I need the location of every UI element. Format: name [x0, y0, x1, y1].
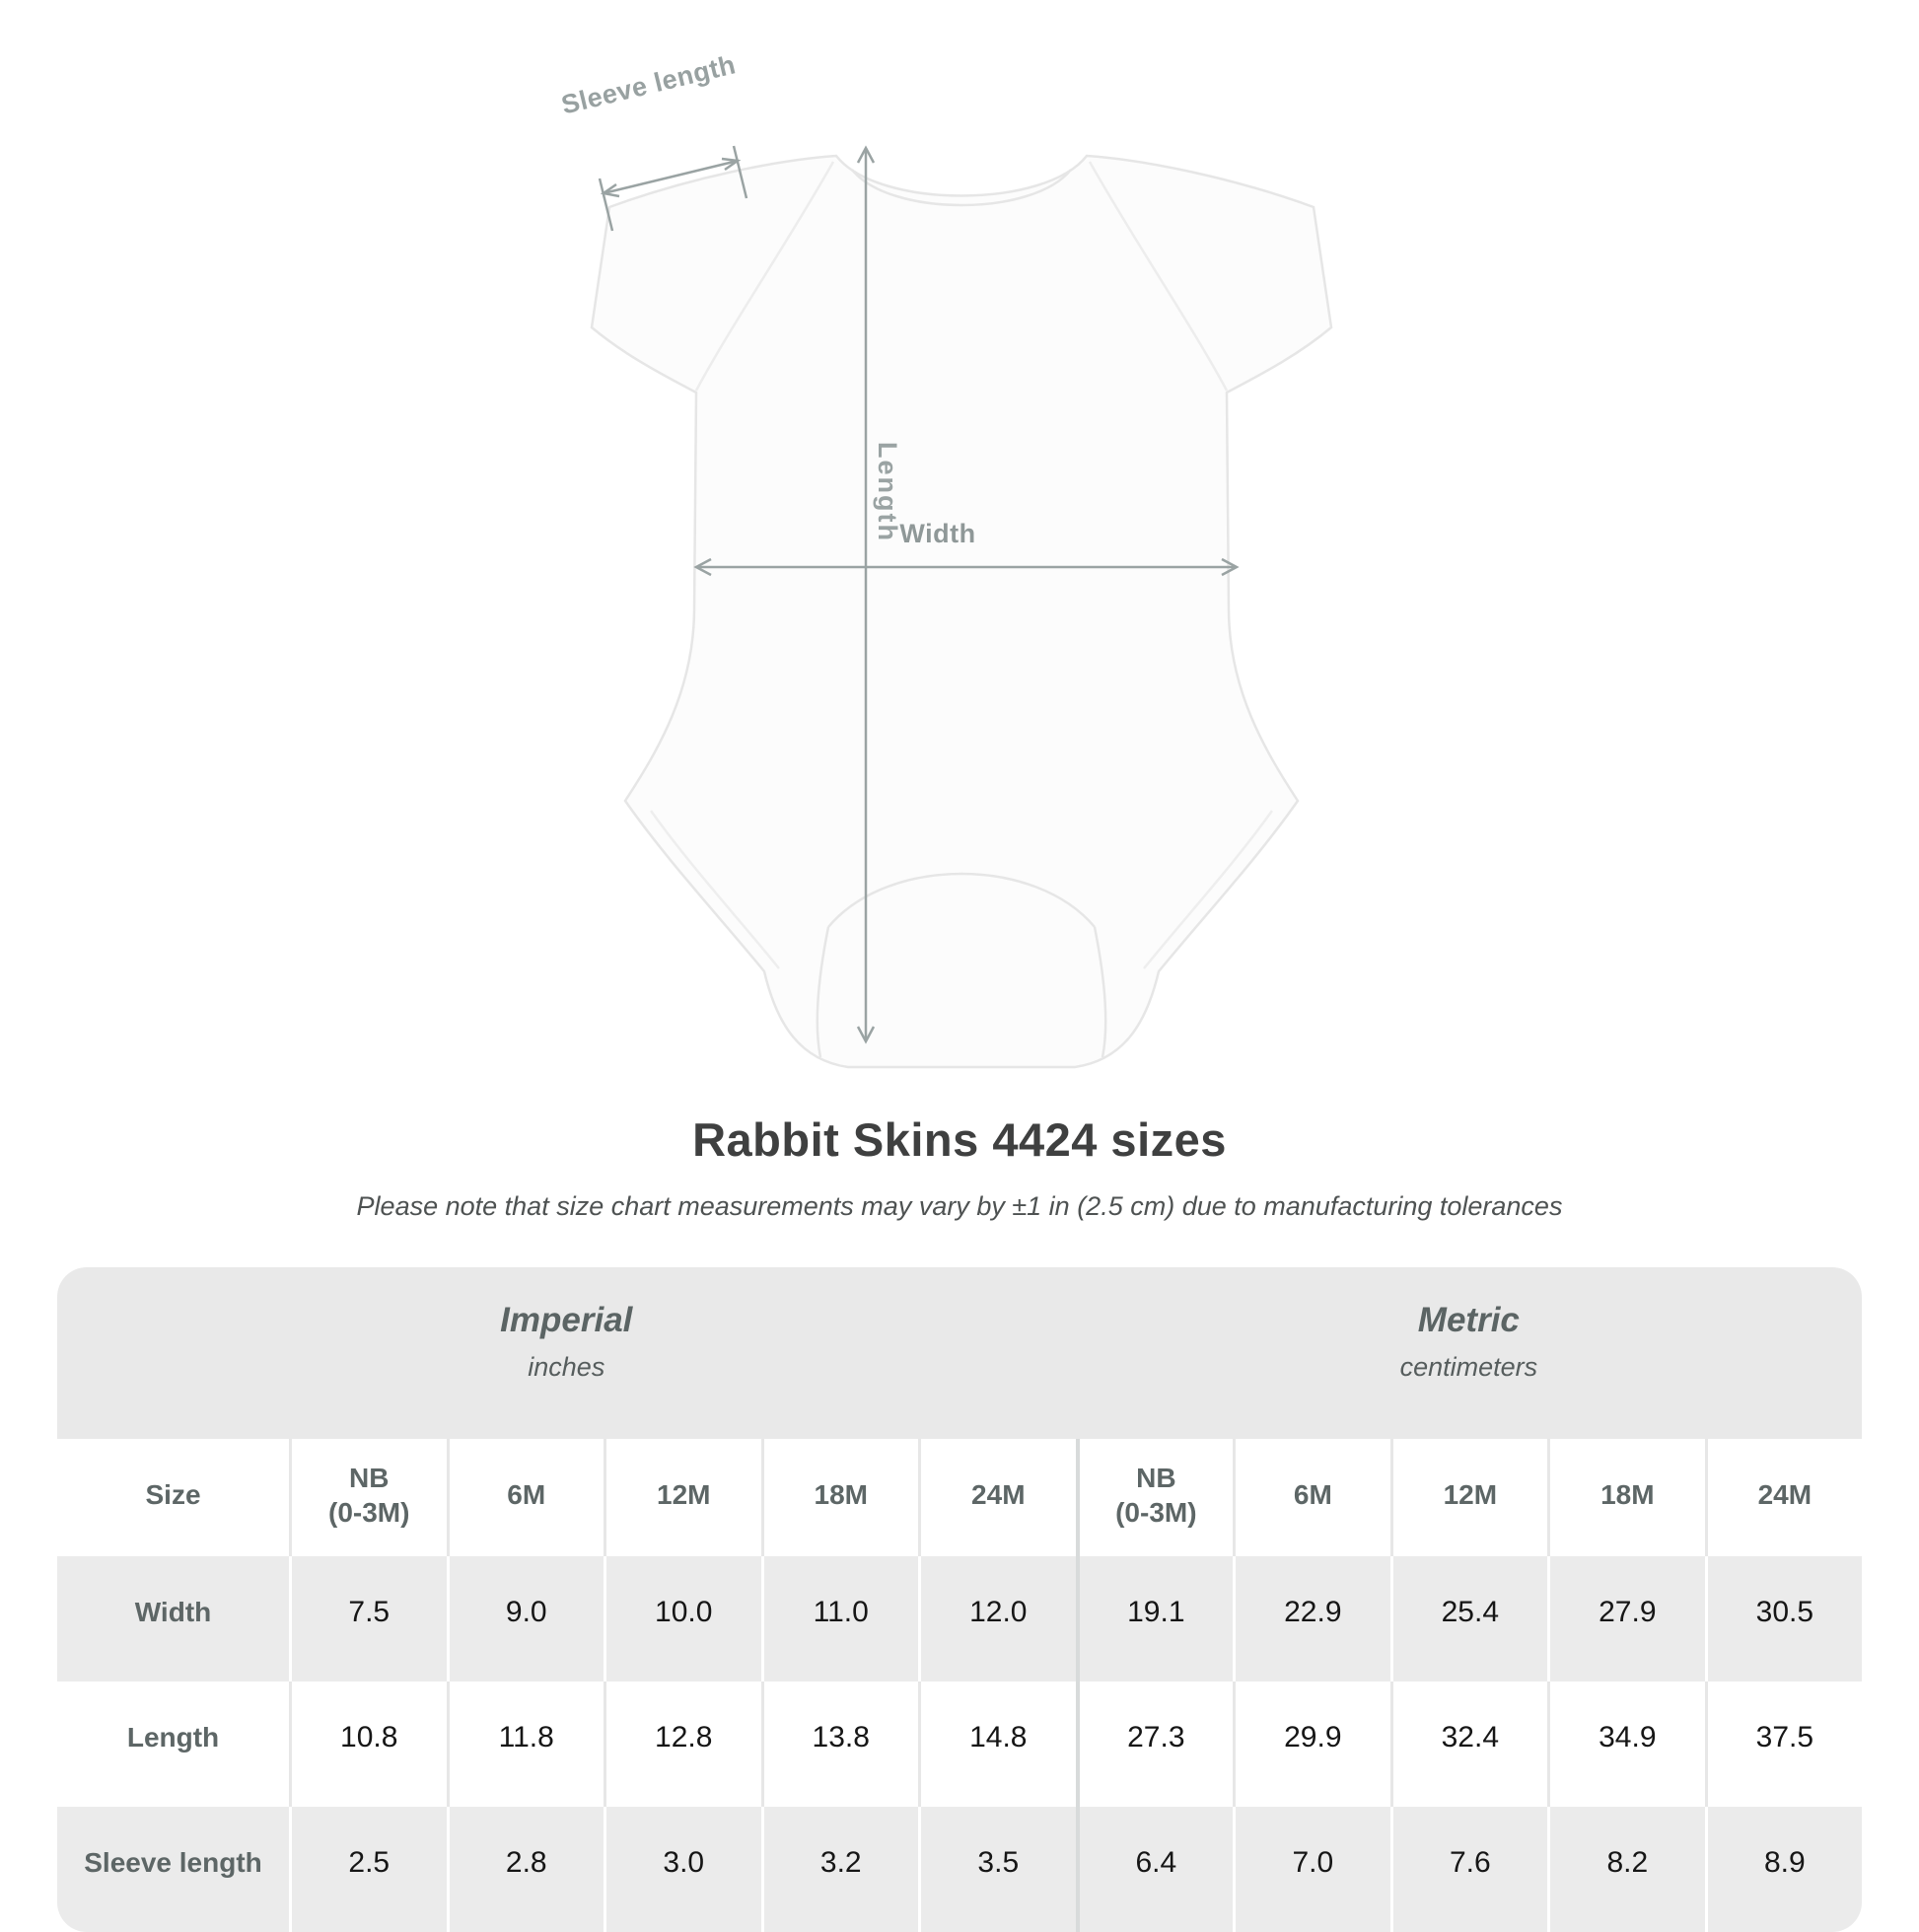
left-leg-binding: [649, 810, 780, 969]
size-column-header: Size: [57, 1439, 289, 1556]
col-header-metric-6m: 6M: [1233, 1439, 1390, 1556]
cell-sleeve-imperial-12m: 3.0: [604, 1807, 761, 1932]
right-leg-binding: [1143, 810, 1274, 969]
col-header-imperial-nb: NB (0-3M): [289, 1439, 447, 1556]
cell-width-imperial-24m: 12.0: [918, 1556, 1076, 1682]
row-label-width: Width: [57, 1556, 289, 1682]
cell-width-imperial-18m: 11.0: [760, 1556, 918, 1682]
unit-band-row: Imperial inches Metric centimeters: [57, 1267, 1863, 1439]
col-header-metric-18m: 18M: [1547, 1439, 1705, 1556]
left-sleeve-seam: [694, 161, 835, 392]
col-header-imperial-12m: 12M: [604, 1439, 761, 1556]
bodysuit-measurement-diagram: Sleeve length Length Width: [558, 49, 1333, 1069]
cell-width-imperial-6m: 9.0: [446, 1556, 604, 1682]
bodysuit-outline: [590, 154, 1333, 1069]
crotch-flap-seam: [816, 872, 1107, 1058]
col-header-metric-12m: 12M: [1389, 1439, 1548, 1556]
width-arrow: [693, 557, 1240, 577]
cell-sleeve-imperial-nb: 2.5: [289, 1807, 447, 1932]
table-row-width: Width 7.5 9.0 10.0 11.0 12.0 19.1 22.9 2…: [57, 1556, 1863, 1682]
cell-length-imperial-12m: 12.8: [604, 1682, 761, 1807]
collar-seam: [851, 169, 1072, 207]
cell-length-imperial-nb: 10.8: [289, 1682, 447, 1807]
length-label: Length: [873, 442, 902, 542]
cell-sleeve-metric-12m: 7.6: [1389, 1807, 1548, 1932]
cell-sleeve-metric-6m: 7.0: [1233, 1807, 1390, 1932]
imperial-section-header: Imperial inches: [57, 1267, 1076, 1439]
cell-length-metric-12m: 32.4: [1389, 1682, 1548, 1807]
cell-sleeve-imperial-24m: 3.5: [918, 1807, 1076, 1932]
cell-length-metric-18m: 34.9: [1547, 1682, 1705, 1807]
cell-sleeve-imperial-18m: 3.2: [760, 1807, 918, 1932]
metric-section-header: Metric centimeters: [1075, 1267, 1863, 1439]
col-header-metric-nb: NB (0-3M): [1075, 1439, 1234, 1556]
col-header-imperial-6m: 6M: [446, 1439, 604, 1556]
cell-length-imperial-6m: 11.8: [446, 1682, 604, 1807]
sleeve-length-arrow: [598, 145, 748, 232]
metric-unit-label: centimeters: [1399, 1351, 1538, 1382]
table-row-length: Length 10.8 11.8 12.8 13.8 14.8 27.3 29.…: [57, 1682, 1863, 1807]
cell-width-metric-24m: 30.5: [1704, 1556, 1863, 1682]
page-title: Rabbit Skins 4424 sizes: [692, 1113, 1227, 1166]
col-header-metric-24m: 24M: [1704, 1439, 1863, 1556]
imperial-label: Imperial: [500, 1300, 633, 1339]
col-header-imperial-18m: 18M: [760, 1439, 918, 1556]
bodysuit-illustration: [590, 145, 1333, 1069]
cell-length-imperial-18m: 13.8: [760, 1682, 918, 1807]
imperial-unit-label: inches: [528, 1351, 605, 1382]
table-row-sleeve-length: Sleeve length 2.5 2.8 3.0 3.2 3.5 6.4 7.…: [57, 1807, 1863, 1932]
cell-length-metric-6m: 29.9: [1233, 1682, 1390, 1807]
column-header-row: Size NB (0-3M) 6M 12M 18M 24M NB (0-3M) …: [57, 1439, 1863, 1556]
width-label: Width: [899, 519, 976, 548]
metric-label: Metric: [1417, 1300, 1520, 1339]
cell-length-imperial-24m: 14.8: [918, 1682, 1076, 1807]
row-label-length: Length: [57, 1682, 289, 1807]
cell-width-metric-18m: 27.9: [1547, 1556, 1705, 1682]
cell-width-imperial-12m: 10.0: [604, 1556, 761, 1682]
right-sleeve-seam: [1088, 161, 1229, 392]
length-arrow: [856, 145, 876, 1044]
cell-sleeve-imperial-6m: 2.8: [446, 1807, 604, 1932]
cell-sleeve-metric-18m: 8.2: [1547, 1807, 1705, 1932]
col-header-imperial-24m: 24M: [918, 1439, 1076, 1556]
cell-width-metric-12m: 25.4: [1389, 1556, 1548, 1682]
tolerance-note: Please note that size chart measurements…: [356, 1191, 1563, 1221]
cell-width-metric-6m: 22.9: [1233, 1556, 1390, 1682]
row-label-sleeve-length: Sleeve length: [57, 1807, 289, 1932]
cell-width-metric-nb: 19.1: [1075, 1556, 1234, 1682]
size-chart-table: Imperial inches Metric centimeters Size …: [57, 1267, 1863, 1932]
cell-sleeve-metric-nb: 6.4: [1075, 1807, 1234, 1932]
cell-width-imperial-nb: 7.5: [289, 1556, 447, 1682]
cell-length-metric-nb: 27.3: [1075, 1682, 1234, 1807]
cell-sleeve-metric-24m: 8.9: [1704, 1807, 1863, 1932]
cell-length-metric-24m: 37.5: [1704, 1682, 1863, 1807]
